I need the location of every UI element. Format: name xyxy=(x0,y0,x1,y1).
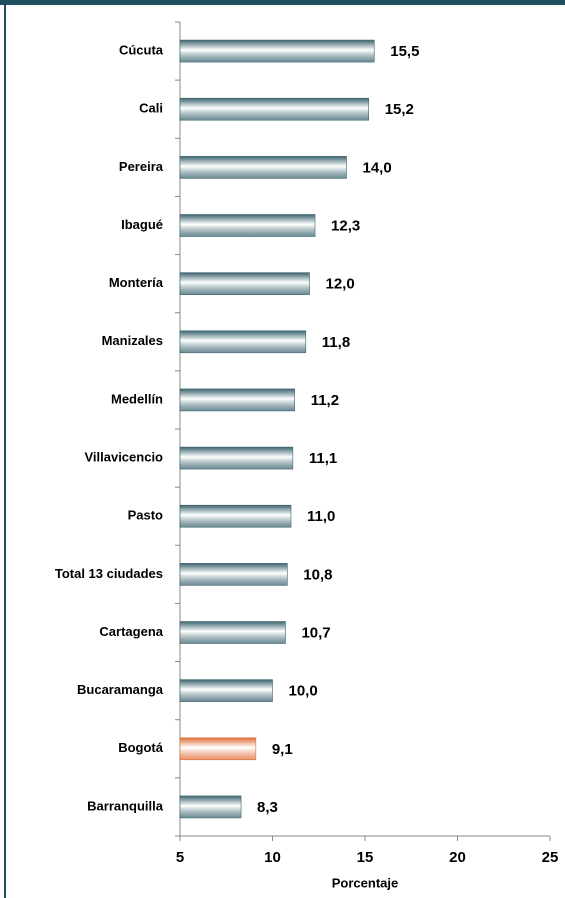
y-tick-label: Pereira xyxy=(119,159,164,174)
y-tick-label: Montería xyxy=(109,275,164,290)
y-tick-label: Medellín xyxy=(111,391,163,406)
value-label: 10,8 xyxy=(303,566,332,583)
x-tick-label: 10 xyxy=(264,849,281,866)
top-border xyxy=(0,0,565,5)
y-tick-label: Bucaramanga xyxy=(77,682,164,697)
x-axis-title: Porcentaje xyxy=(332,875,398,890)
y-tick-label: Pasto xyxy=(128,508,163,523)
x-tick-label: 25 xyxy=(542,849,559,866)
bar xyxy=(179,330,307,354)
bar xyxy=(179,737,257,761)
bar xyxy=(179,504,292,528)
y-tick-label: Cartagena xyxy=(99,624,163,639)
bar xyxy=(179,272,310,295)
left-border xyxy=(4,0,6,898)
value-label: 12,0 xyxy=(326,276,355,293)
value-label: 11,0 xyxy=(307,508,335,525)
y-tick-label: Villavicencio xyxy=(84,450,163,465)
y-tick-label: Total 13 ciudades xyxy=(55,566,163,581)
y-tick-label: Manizales xyxy=(102,333,163,348)
bar xyxy=(179,156,347,179)
value-label: 10,7 xyxy=(301,624,330,641)
bar xyxy=(179,39,375,63)
value-label: 11,2 xyxy=(311,392,339,409)
x-tick-label: 15 xyxy=(357,849,374,866)
y-tick-label: Barranquilla xyxy=(87,798,164,813)
bar xyxy=(179,446,294,470)
value-label: 11,1 xyxy=(309,450,337,467)
value-label: 10,0 xyxy=(289,683,318,700)
value-label: 15,5 xyxy=(390,43,419,60)
bar xyxy=(179,97,369,121)
value-label: 14,0 xyxy=(363,159,392,176)
value-label: 12,3 xyxy=(331,217,360,234)
bar xyxy=(179,795,242,819)
y-tick-label: Bogotá xyxy=(118,740,164,755)
x-tick-label: 5 xyxy=(176,849,184,866)
value-label: 15,2 xyxy=(385,101,414,118)
bar xyxy=(179,388,295,412)
x-tick-label: 20 xyxy=(449,849,466,866)
bar xyxy=(179,679,273,702)
bar xyxy=(179,214,316,237)
value-label: 11,8 xyxy=(322,334,350,351)
bar xyxy=(179,621,286,644)
bar xyxy=(179,563,288,586)
value-label: 8,3 xyxy=(257,799,278,816)
y-tick-label: Ibagué xyxy=(121,217,163,232)
y-tick-label: Cúcuta xyxy=(119,43,164,58)
value-label: 9,1 xyxy=(272,741,293,758)
y-tick-label: Cali xyxy=(139,101,163,116)
